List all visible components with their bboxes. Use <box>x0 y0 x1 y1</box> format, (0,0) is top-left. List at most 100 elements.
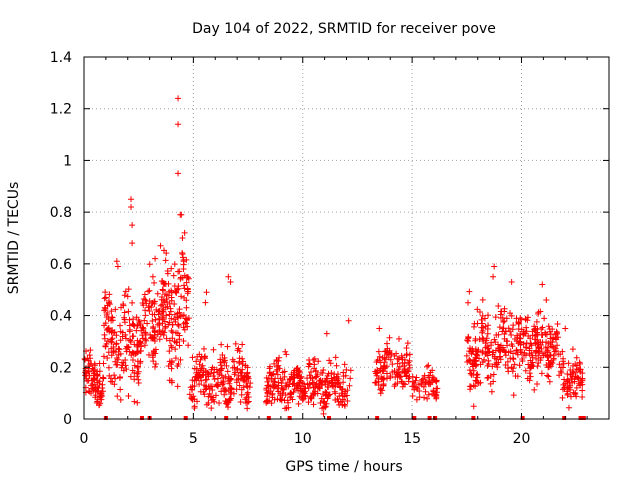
data-point <box>305 363 312 370</box>
data-point <box>96 360 103 367</box>
data-point <box>116 322 123 329</box>
data-point <box>131 362 138 369</box>
baseline-marker <box>139 416 144 420</box>
data-point <box>373 359 380 366</box>
data-point <box>268 400 275 407</box>
data-point <box>525 361 532 368</box>
data-point <box>141 291 148 298</box>
data-point <box>102 294 109 301</box>
data-point <box>97 394 104 401</box>
data-point <box>176 342 183 349</box>
data-point <box>463 352 470 359</box>
data-point <box>429 367 436 374</box>
data-point <box>554 320 561 327</box>
data-point <box>509 368 516 375</box>
data-point <box>339 385 346 392</box>
data-point <box>171 311 178 318</box>
data-point <box>173 289 180 296</box>
data-point <box>99 374 106 381</box>
data-point <box>498 308 505 315</box>
data-point <box>319 405 326 412</box>
data-point <box>175 321 182 328</box>
data-point <box>409 383 416 390</box>
data-point <box>523 324 530 331</box>
data-point <box>476 309 483 316</box>
data-point <box>145 288 152 295</box>
data-point <box>101 295 108 302</box>
data-point <box>579 387 586 394</box>
data-point <box>324 378 331 385</box>
data-point <box>468 371 475 378</box>
data-point <box>219 374 226 381</box>
data-point <box>526 377 533 384</box>
data-point <box>236 355 243 362</box>
data-point <box>99 388 106 395</box>
data-point <box>156 307 163 314</box>
data-point <box>344 397 351 404</box>
data-point <box>567 366 574 373</box>
data-point <box>273 368 280 375</box>
data-point <box>474 374 481 381</box>
baseline-marker <box>562 416 567 420</box>
data-point <box>315 358 322 365</box>
data-point <box>572 361 579 368</box>
data-point <box>113 340 120 347</box>
data-point <box>131 398 138 405</box>
data-point <box>322 388 329 395</box>
data-point <box>545 373 552 380</box>
data-point <box>128 203 135 210</box>
data-point <box>172 346 179 353</box>
y-tick-label: 1.4 <box>50 50 72 66</box>
data-point <box>150 334 157 341</box>
data-point <box>181 282 188 289</box>
data-point <box>470 403 477 410</box>
data-point <box>236 382 243 389</box>
data-point <box>425 374 432 381</box>
data-point <box>87 347 94 354</box>
data-point <box>108 338 115 345</box>
data-point <box>91 362 98 369</box>
x-tick-label: 5 <box>189 431 198 447</box>
data-point <box>547 335 554 342</box>
data-point <box>115 351 122 358</box>
data-point <box>125 308 132 315</box>
baseline-marker <box>327 416 331 420</box>
data-point <box>488 388 495 395</box>
data-point <box>184 286 191 293</box>
data-point <box>337 398 344 405</box>
data-point <box>281 368 288 375</box>
data-point <box>168 379 175 386</box>
baseline-marker <box>433 416 438 420</box>
data-point <box>189 354 196 361</box>
data-point <box>174 383 181 390</box>
data-point <box>538 370 545 377</box>
data-point <box>295 400 302 407</box>
data-point <box>233 376 240 383</box>
y-tick-label: 0.8 <box>50 205 72 221</box>
data-point <box>157 302 164 309</box>
data-point <box>466 288 473 295</box>
data-point <box>526 370 533 377</box>
data-point <box>109 335 116 342</box>
data-point <box>163 335 170 342</box>
data-point <box>197 356 204 363</box>
data-point <box>538 331 545 338</box>
y-tick-label: 0.6 <box>50 257 72 273</box>
data-point <box>193 358 200 365</box>
data-point <box>405 368 412 375</box>
data-point <box>233 386 240 393</box>
data-point <box>86 388 93 395</box>
data-point <box>194 398 201 405</box>
data-point <box>488 342 495 349</box>
data-point <box>475 347 482 354</box>
data-point <box>321 398 328 405</box>
data-point <box>120 367 127 374</box>
data-point <box>146 261 153 268</box>
data-point <box>169 321 176 328</box>
data-point <box>373 372 380 379</box>
data-point <box>317 399 324 406</box>
data-point <box>263 385 270 392</box>
data-point <box>271 396 278 403</box>
data-point <box>121 309 128 316</box>
data-point <box>470 367 477 374</box>
